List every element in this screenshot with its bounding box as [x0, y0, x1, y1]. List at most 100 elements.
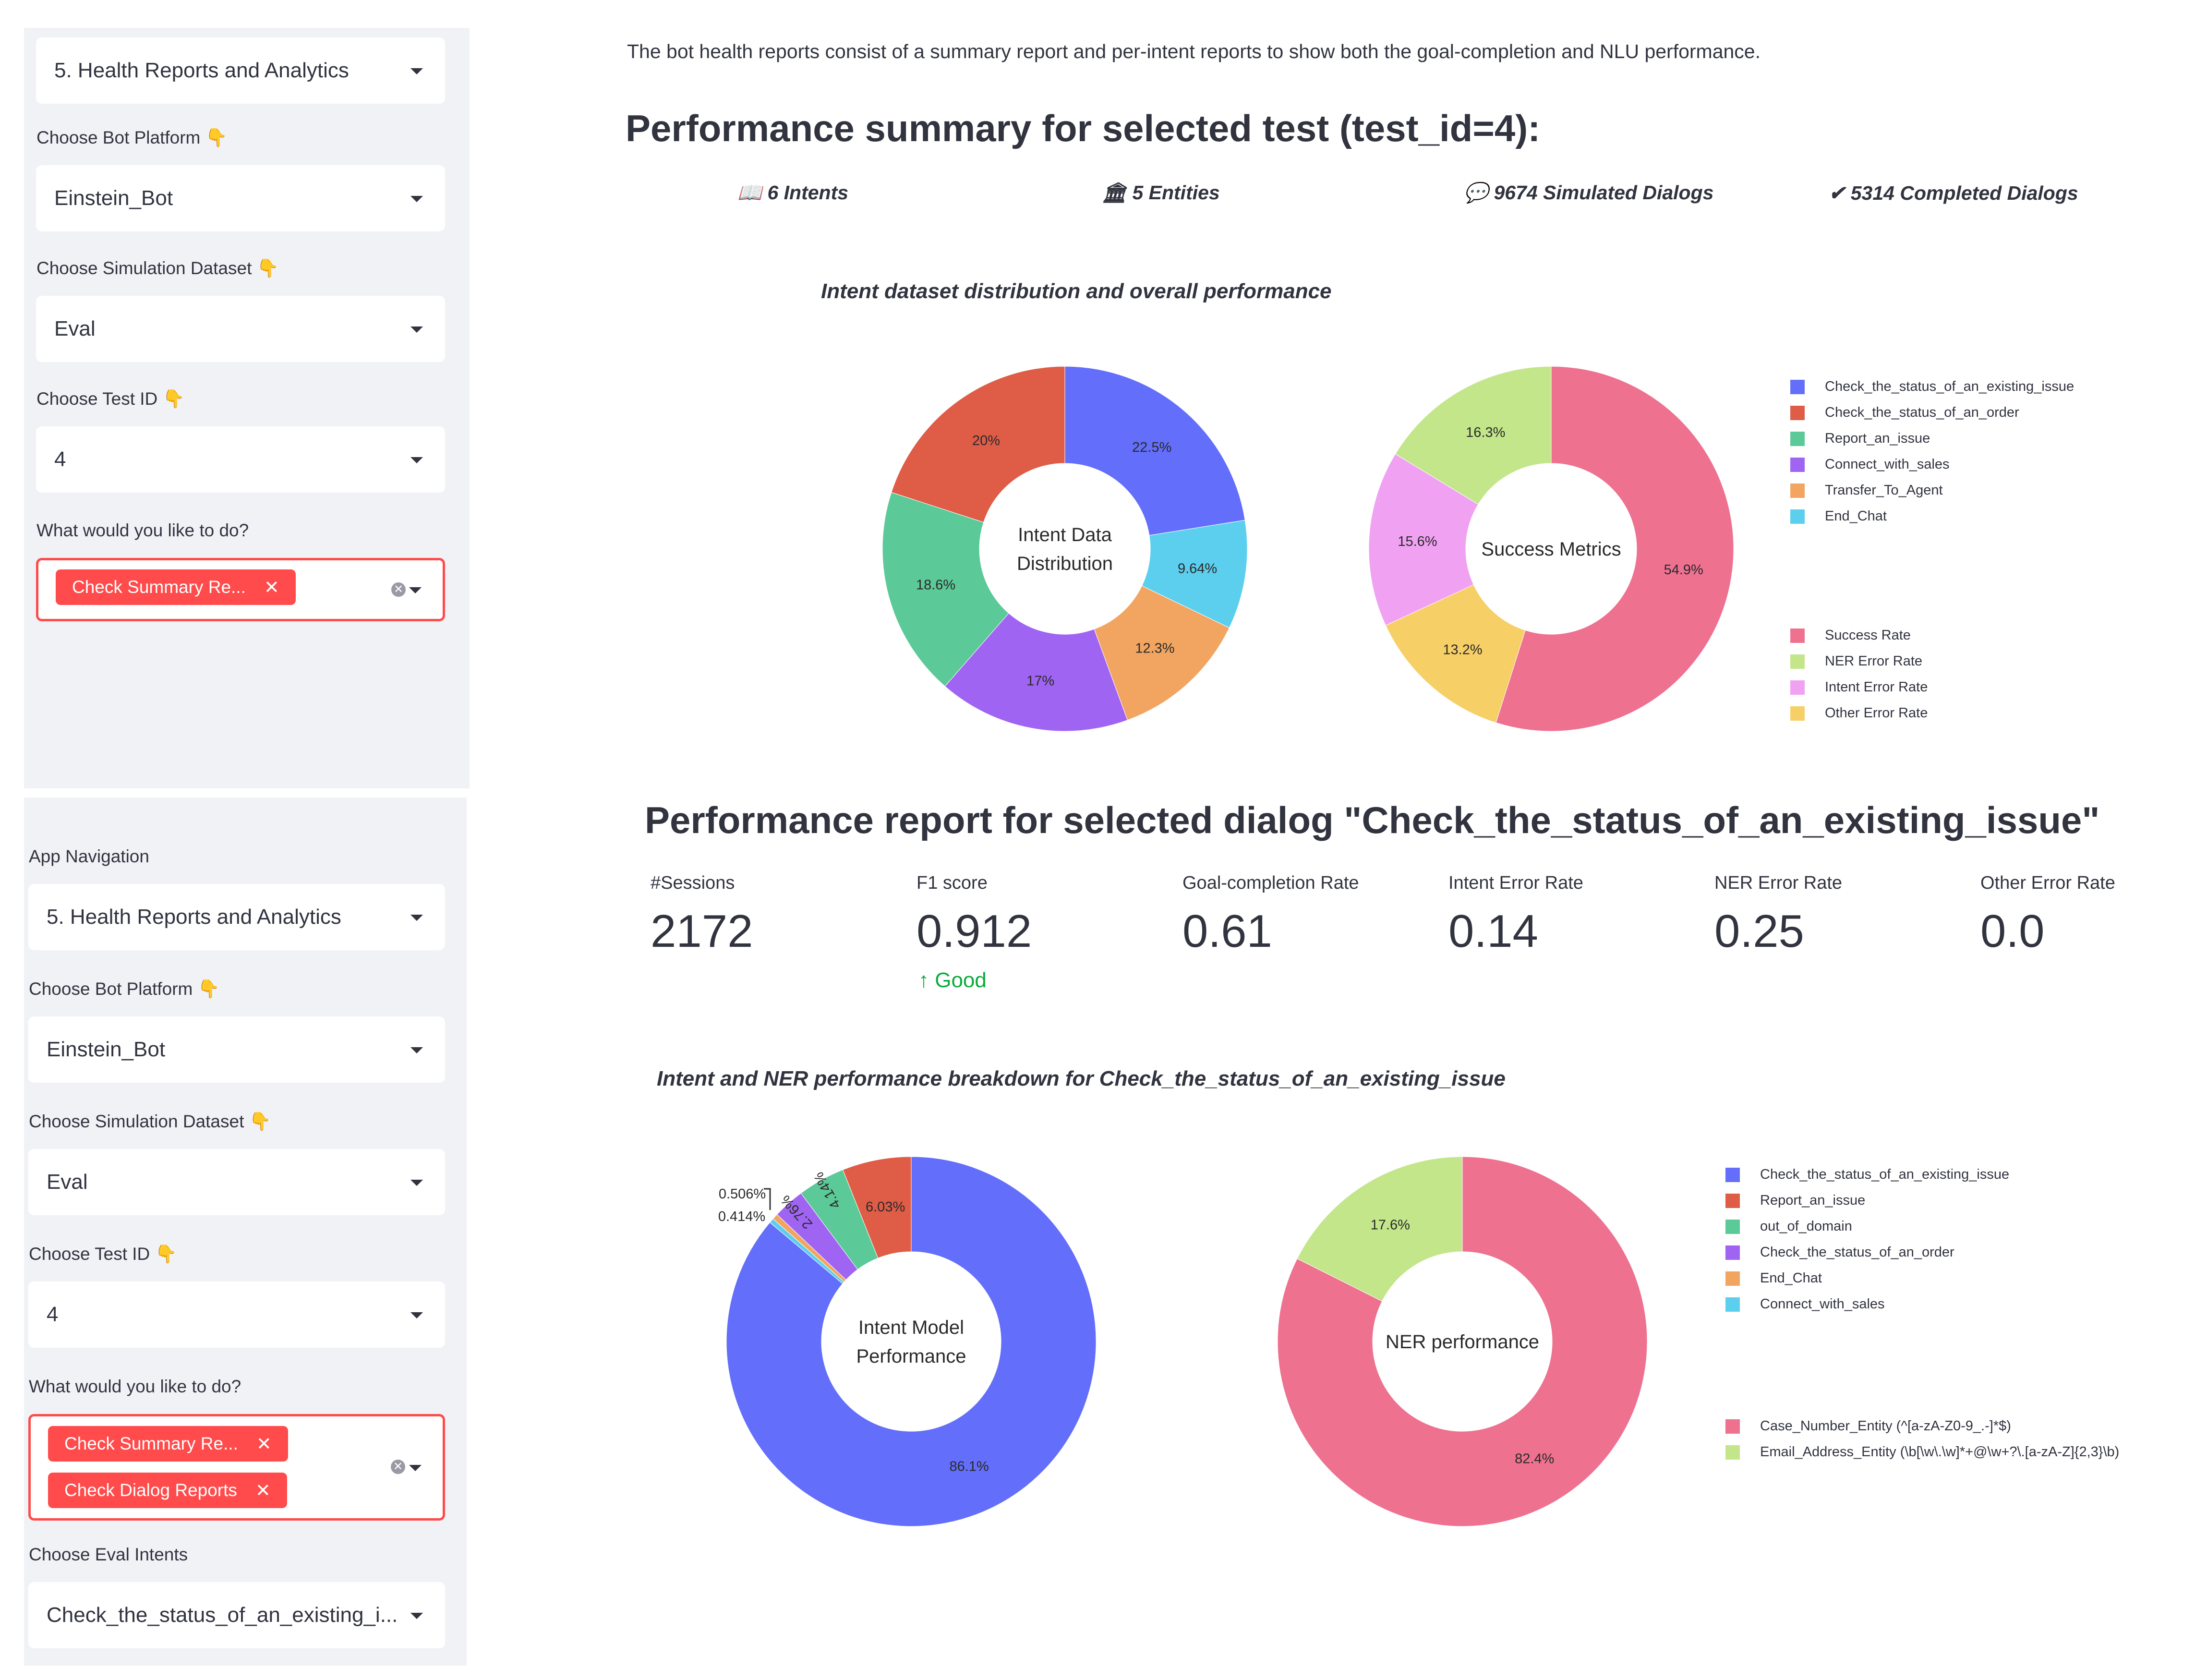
legend-item[interactable]: Check_the_status_of_an_order	[1790, 405, 2019, 421]
page-select-value: 5. Health Reports and Analytics	[54, 59, 349, 82]
dataset-label: Choose Simulation Dataset 👇	[29, 1112, 271, 1131]
legend-item[interactable]: Report_an_issue	[1790, 431, 1930, 447]
legend-item[interactable]: Success Rate	[1790, 628, 1911, 643]
pie-slice[interactable]	[726, 1156, 1097, 1527]
test-id-label: Choose Test ID 👇	[29, 1244, 177, 1264]
bot-platform-label: Choose Bot Platform 👇	[36, 128, 228, 147]
legend-item[interactable]: out_of_domain	[1725, 1219, 1852, 1234]
legend-label: Check_the_status_of_an_order	[1760, 1245, 1954, 1260]
metric-value: 0.14	[1448, 906, 1538, 957]
legend-item[interactable]: Report_an_issue	[1725, 1193, 1865, 1209]
bot-platform-value: Einstein_Bot	[47, 1038, 166, 1061]
pie-slice[interactable]	[1094, 585, 1230, 721]
clear-icon[interactable]: ✕	[391, 582, 406, 597]
legend-item[interactable]: Check_the_status_of_an_order	[1725, 1245, 1954, 1260]
legend-item[interactable]: Transfer_To_Agent	[1790, 483, 1943, 498]
legend-swatch	[1790, 457, 1805, 472]
slice-label: 0.506%	[719, 1186, 766, 1202]
close-icon[interactable]: ✕	[264, 577, 279, 598]
legend-item[interactable]: NER Error Rate	[1790, 653, 1922, 669]
legend-item[interactable]: End_Chat	[1790, 508, 1887, 524]
metric-label: Intent Error Rate	[1448, 873, 1583, 893]
dataset-select[interactable]: Eval	[28, 1149, 445, 1215]
bot-platform-value: Einstein_Bot	[54, 186, 173, 210]
legend-item[interactable]: Email_Address_Entity (\b[\w\.\w]*+@\w+?\…	[1725, 1444, 2119, 1460]
action-multiselect[interactable]: Check Summary Re... ✕ Check Dialog Repor…	[28, 1414, 445, 1521]
legend-label: Intent Error Rate	[1825, 679, 1928, 695]
legend-label: Transfer_To_Agent	[1825, 483, 1943, 498]
stat-entities: 🏛 5 Entities	[1102, 181, 1220, 204]
legend-swatch	[1725, 1219, 1740, 1234]
intro-text: The bot health reports consist of a summ…	[627, 40, 1761, 62]
eval-intents-value: Check_the_status_of_an_existing_i...	[47, 1603, 398, 1627]
chevron-down-icon	[410, 457, 423, 463]
legend-item[interactable]: End_Chat	[1725, 1270, 1822, 1286]
legend-label: Case_Number_Entity (^[a-zA-Z0-9_.-]*$)	[1760, 1418, 2011, 1434]
legend-swatch	[1790, 483, 1805, 498]
dataset-select[interactable]: Eval	[36, 296, 445, 362]
legend-item[interactable]: Check_the_status_of_an_existing_issue	[1790, 379, 2074, 395]
slice-label: 0.414%	[718, 1209, 765, 1224]
legend-swatch	[1790, 680, 1805, 695]
legend-label: Report_an_issue	[1825, 431, 1930, 446]
test-id-value: 4	[54, 447, 66, 471]
page-select[interactable]: 5. Health Reports and Analytics	[36, 37, 445, 104]
pie-slice[interactable]	[882, 492, 1009, 687]
legend-label: Success Rate	[1825, 628, 1911, 643]
test-id-select[interactable]: 4	[36, 426, 445, 493]
tag-check-summary[interactable]: Check Summary Re... ✕	[56, 569, 296, 605]
sidebar-bottom: App Navigation 5. Health Reports and Ana…	[24, 798, 467, 1666]
legend-swatch	[1725, 1245, 1740, 1260]
close-icon[interactable]: ✕	[256, 1434, 272, 1454]
pie-slice[interactable]	[842, 1156, 912, 1258]
test-id-label: Choose Test ID 👇	[36, 389, 185, 409]
legend-swatch	[1790, 509, 1805, 524]
chart1-title: Intent dataset distribution and overall …	[821, 279, 1332, 303]
legend-label: Other Error Rate	[1825, 705, 1928, 721]
legend-item[interactable]: Connect_with_sales	[1790, 457, 1950, 472]
pie-slice[interactable]	[891, 366, 1065, 523]
legend-item[interactable]: Connect_with_sales	[1725, 1296, 1885, 1312]
clear-icon[interactable]: ✕	[391, 1460, 405, 1474]
legend-swatch	[1725, 1193, 1740, 1208]
close-icon[interactable]: ✕	[255, 1480, 271, 1501]
pie-slice[interactable]	[1297, 1156, 1463, 1302]
legend-item[interactable]: Check_the_status_of_an_existing_issue	[1725, 1167, 2009, 1183]
pie-slice[interactable]	[1064, 366, 1245, 536]
chevron-down-icon[interactable]	[409, 1465, 422, 1471]
pie-slice[interactable]	[1368, 453, 1479, 626]
action-multiselect[interactable]: Check Summary Re... ✕ ✕	[36, 558, 445, 621]
legend-item[interactable]: Other Error Rate	[1790, 705, 1928, 721]
slice-label: 54.9%	[1664, 562, 1703, 578]
chevron-down-icon	[410, 326, 423, 333]
legend-label: Check_the_status_of_an_existing_issue	[1760, 1167, 2010, 1182]
legend-swatch	[1725, 1297, 1740, 1312]
pie-slice[interactable]	[944, 613, 1128, 732]
page-select[interactable]: 5. Health Reports and Analytics	[28, 884, 445, 950]
legend-swatch	[1790, 431, 1805, 446]
bot-platform-select[interactable]: Einstein_Bot	[36, 165, 445, 231]
pie-slice[interactable]	[1141, 520, 1248, 628]
legend-item[interactable]: Case_Number_Entity (^[a-zA-Z0-9_.-]*$)	[1725, 1418, 2011, 1434]
legend-swatch	[1790, 706, 1805, 721]
slice-label: 15.6%	[1398, 534, 1437, 549]
legend-swatch	[1725, 1271, 1740, 1286]
eval-intents-select[interactable]: Check_the_status_of_an_existing_i...	[28, 1582, 445, 1648]
tag-check-summary[interactable]: Check Summary Re... ✕	[48, 1426, 288, 1462]
intent-distribution-chart: 22.5% 9.64% 12.3% 17% 18.6% 20% Intent Data Dis…	[882, 366, 1248, 732]
pie-slice[interactable]	[1395, 366, 1552, 505]
chevron-down-icon[interactable]	[409, 587, 422, 593]
pie-slice[interactable]	[1385, 584, 1526, 723]
bot-platform-select[interactable]: Einstein_Bot	[28, 1016, 445, 1083]
legend-item[interactable]: Intent Error Rate	[1790, 679, 1928, 695]
pie-slice[interactable]	[1277, 1156, 1648, 1527]
slice-label: 20%	[972, 433, 1000, 448]
pie-slice[interactable]	[1495, 366, 1734, 732]
test-id-select[interactable]: 4	[28, 1281, 445, 1348]
dataset-value: Eval	[54, 317, 96, 340]
ner-performance-chart: 82.4% 17.6% NER performance	[1277, 1156, 1648, 1527]
tag-check-dialog[interactable]: Check Dialog Reports ✕	[48, 1473, 287, 1508]
chevron-down-icon	[410, 196, 423, 202]
legend-label: NER Error Rate	[1825, 653, 1923, 669]
